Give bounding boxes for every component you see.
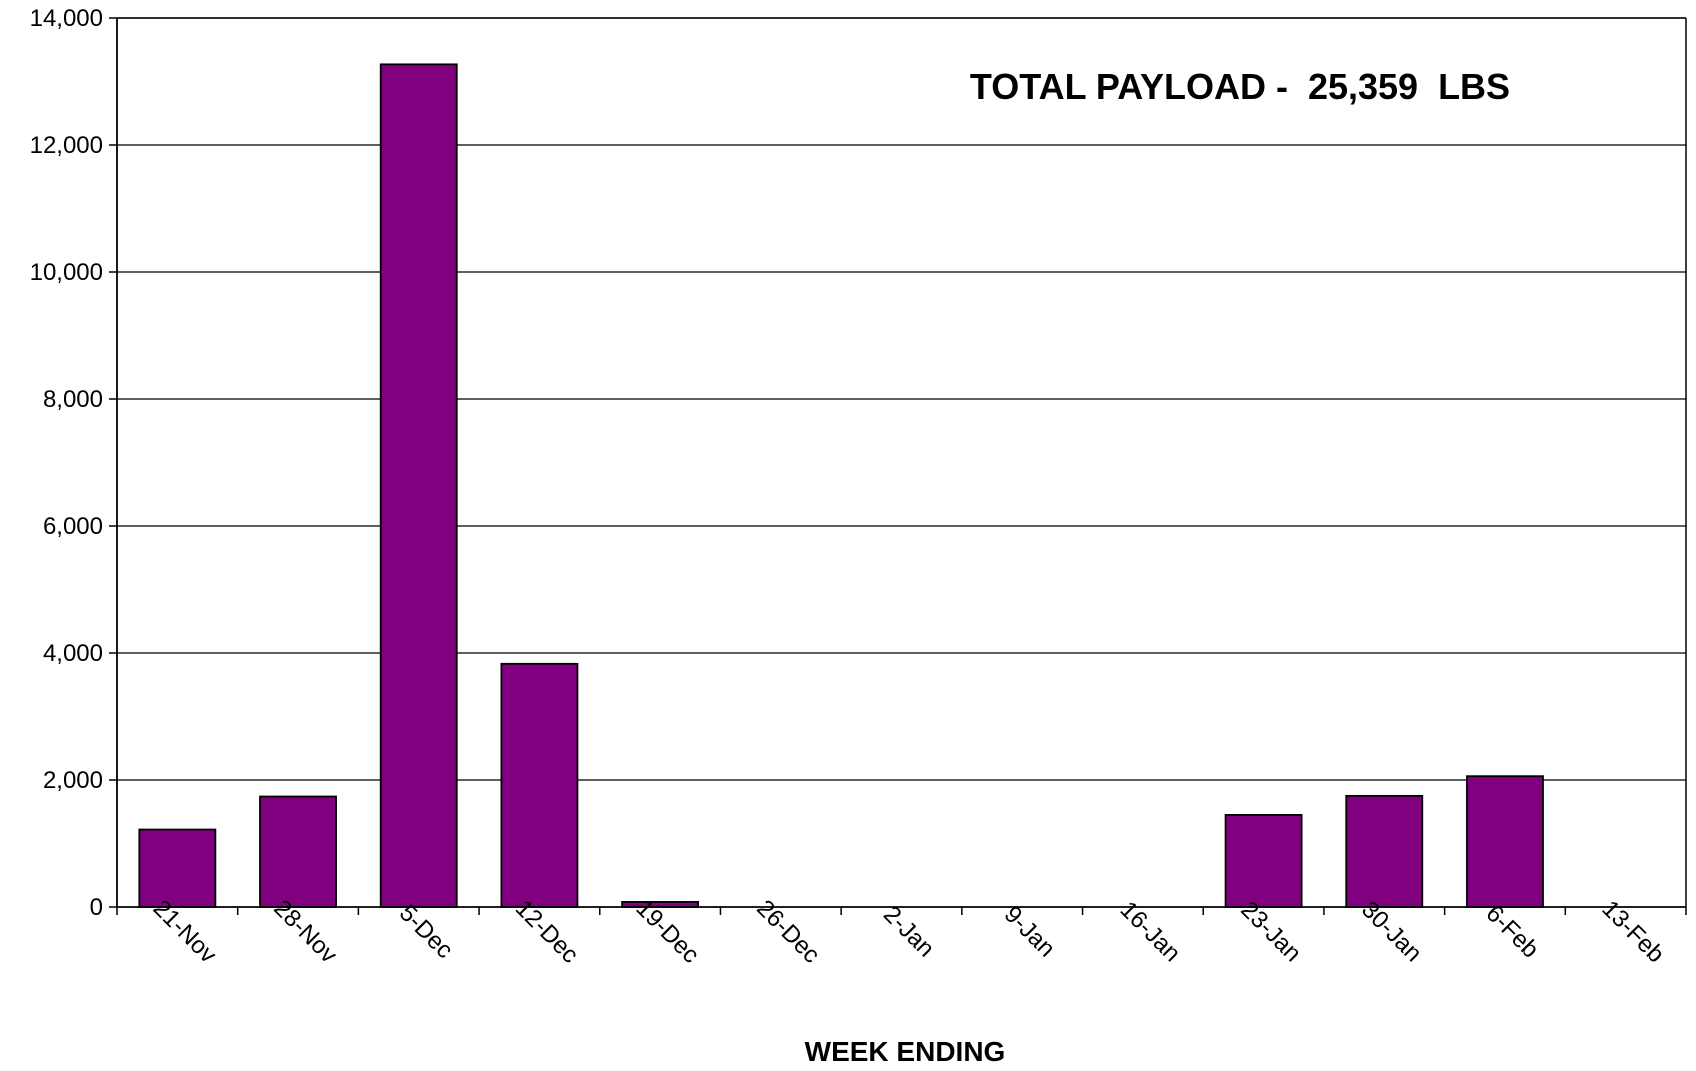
y-tick-label: 14,000 <box>30 5 103 32</box>
x-tick-label: 2-Jan <box>878 901 940 963</box>
bar-12-dec <box>500 662 579 908</box>
bar-30-jan <box>1345 794 1424 908</box>
x-tick-label: 5-Dec <box>394 900 458 964</box>
y-tick-label: 6,000 <box>43 513 103 540</box>
bar-6-feb <box>1466 775 1544 908</box>
bar-5-dec <box>379 63 458 908</box>
y-tick-label: 4,000 <box>43 640 103 667</box>
x-tick-labels: 21-Nov 28-Nov 5-Dec 12-Dec 19-Dec 26-Dec 2-Jan… <box>148 895 1670 969</box>
x-tick-label: 26-Dec <box>751 895 825 969</box>
y-tick-label: 12,000 <box>30 132 103 159</box>
bar-28-nov <box>259 795 337 908</box>
y-tick-labels: 0 2,000 4,000 6,000 8,000 10,000 12,000 14,000 <box>30 5 103 921</box>
x-tick-label: 9-Jan <box>999 901 1061 963</box>
bars <box>138 63 1544 908</box>
y-tick-label: 2,000 <box>43 767 103 794</box>
x-axis-title: WEEK ENDING <box>805 1036 1006 1067</box>
bar-23-jan <box>1224 814 1303 908</box>
axes <box>109 17 1687 915</box>
gridlines <box>117 17 1686 781</box>
x-tick-label: 6-Feb <box>1481 900 1544 963</box>
y-tick-label: 8,000 <box>43 386 103 413</box>
total-payload-annotation: TOTAL PAYLOAD - 25,359 LBS <box>970 66 1510 107</box>
y-tick-label: 10,000 <box>30 259 103 286</box>
y-tick-label: 0 <box>90 894 103 921</box>
bar-21-nov <box>138 828 217 908</box>
